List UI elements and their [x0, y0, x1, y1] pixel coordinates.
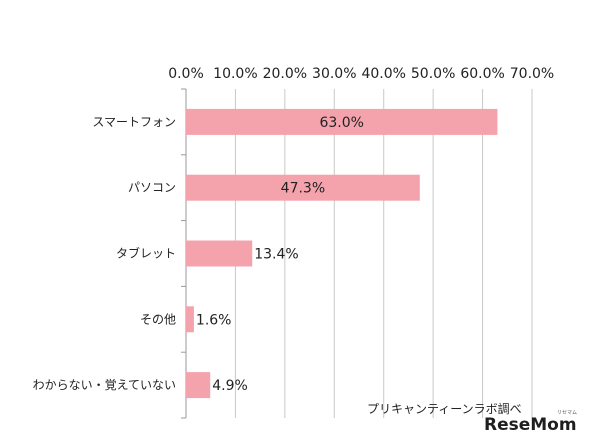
- bar: [186, 372, 211, 399]
- x-tick-labels: 0.0% 10.0% 20.0% 30.0% 40.0% 50.0% 60.0% 70.0%: [168, 66, 554, 82]
- resemom-logo: ReseMom リセマム: [484, 410, 577, 435]
- x-tick-label: 70.0%: [510, 66, 554, 82]
- category-label: タブレット: [116, 246, 176, 261]
- data-label: 1.6%: [196, 312, 232, 328]
- category-label: パソコン: [128, 181, 176, 195]
- x-tick-label: 20.0%: [263, 66, 307, 82]
- data-label: 4.9%: [212, 378, 248, 394]
- category-label: スマートフォン: [92, 115, 176, 129]
- gridlines: [234, 89, 533, 418]
- x-tick-label: 0.0%: [168, 66, 204, 82]
- bar: [186, 108, 498, 135]
- bar: [186, 306, 194, 333]
- x-tick-label: 10.0%: [213, 66, 257, 82]
- x-tick-label: 60.0%: [460, 66, 504, 82]
- data-label: 13.4%: [254, 247, 298, 263]
- x-tick-label: 40.0%: [361, 66, 405, 82]
- logo-subtext: リセマム: [557, 410, 577, 416]
- source-note: プリキャンティーンラボ調べ: [367, 402, 522, 416]
- category-label: その他: [140, 312, 176, 326]
- x-tick-label: 30.0%: [312, 66, 356, 82]
- data-label: 63.0%: [319, 115, 363, 131]
- bars: [186, 108, 498, 399]
- axes: [181, 88, 187, 419]
- logo-text: ReseMom: [484, 415, 577, 435]
- bar: [186, 174, 420, 201]
- bar: [186, 240, 253, 267]
- data-labels: 63.0% 47.3% 13.4% 1.6% 4.9%: [196, 115, 364, 394]
- category-label: わからない・覚えていない: [33, 378, 176, 392]
- x-tick-label: 50.0%: [411, 66, 455, 82]
- data-label: 47.3%: [281, 181, 325, 197]
